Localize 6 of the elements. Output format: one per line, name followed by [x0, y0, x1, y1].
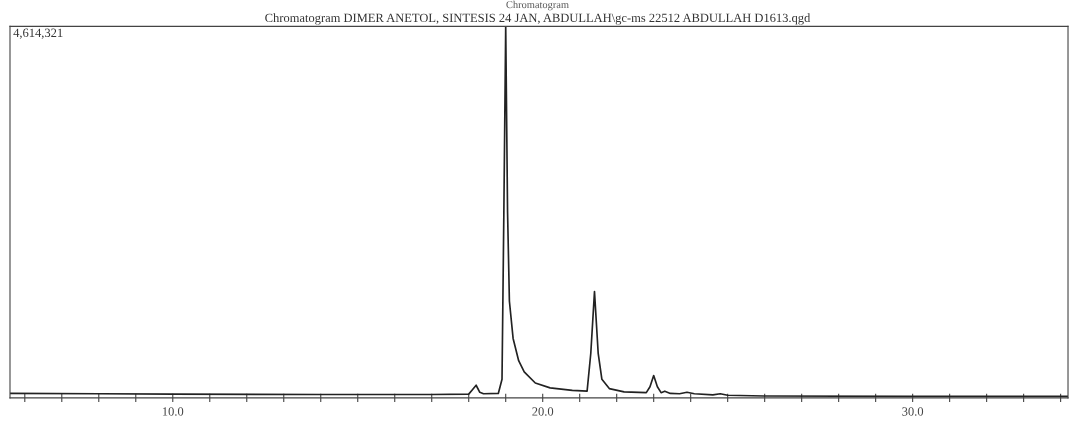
annotation: 4,614,321 — [13, 28, 63, 39]
x-tick-label: 30.0 — [902, 407, 924, 416]
x-tick-label: 10.0 — [162, 407, 184, 416]
x-tick-label: 20.0 — [532, 407, 554, 416]
chart-subtitle: Chromatogram DIMER ANETOL, SINTESIS 24 JAN, ABDULLAH\gc-ms 22512 ABDULLAH D1613.qgd — [265, 13, 811, 25]
chart-title: Chromatogram — [506, 0, 569, 11]
